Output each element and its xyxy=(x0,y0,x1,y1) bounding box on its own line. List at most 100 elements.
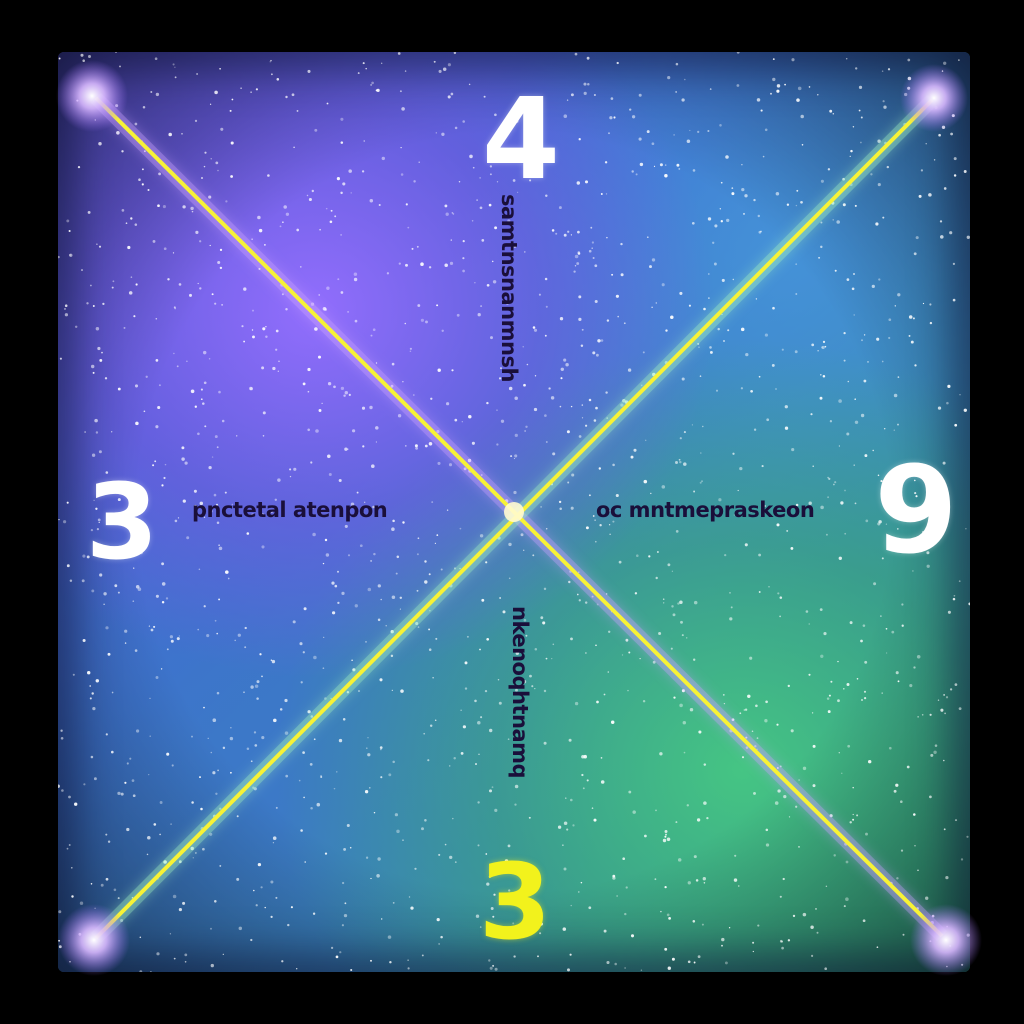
star-dot xyxy=(397,414,402,418)
star-dot xyxy=(380,776,383,779)
star-dot xyxy=(303,607,307,611)
star-dot xyxy=(953,157,957,161)
star-dot xyxy=(539,932,542,935)
star-dot xyxy=(414,867,417,870)
star-dot xyxy=(855,67,858,70)
star-dot xyxy=(270,659,273,662)
star-dot xyxy=(133,315,136,318)
star-dot xyxy=(802,766,807,771)
star-dot xyxy=(137,587,142,591)
star-dot xyxy=(451,369,454,372)
star-dot xyxy=(673,134,675,136)
star-dot xyxy=(586,56,590,60)
star-dot xyxy=(64,307,66,310)
star-dot xyxy=(946,401,949,405)
star-dot xyxy=(60,736,64,740)
star-dot xyxy=(320,775,323,779)
star-dot xyxy=(718,498,722,502)
star-dot xyxy=(347,554,351,557)
star-dot xyxy=(464,661,468,665)
star-dot xyxy=(544,334,547,337)
star-dot xyxy=(592,515,595,517)
star-dot xyxy=(428,573,431,576)
star-dot xyxy=(741,756,745,759)
star-dot xyxy=(203,165,206,168)
star-dot xyxy=(370,559,373,562)
star-dot xyxy=(424,444,428,448)
star-dot xyxy=(86,302,89,305)
star-dot xyxy=(402,839,404,841)
star-dot xyxy=(58,784,60,788)
star-dot xyxy=(800,114,804,119)
star-dot xyxy=(218,598,221,601)
star-dot xyxy=(308,504,311,508)
star-dot xyxy=(203,516,206,518)
star-dot xyxy=(658,632,662,635)
star-dot xyxy=(300,829,303,832)
star-dot xyxy=(920,169,924,172)
star-dot xyxy=(313,655,317,660)
star-dot xyxy=(843,905,846,908)
star-dot xyxy=(475,914,480,918)
star-dot xyxy=(678,167,681,170)
star-dot xyxy=(584,180,589,184)
star-dot xyxy=(186,536,190,540)
star-dot xyxy=(702,425,704,428)
star-dot xyxy=(679,460,682,464)
star-dot xyxy=(379,678,383,682)
star-dot xyxy=(405,203,408,206)
star-dot xyxy=(687,960,691,964)
star-dot xyxy=(885,523,888,525)
star-dot xyxy=(285,774,289,778)
star-dot xyxy=(539,922,543,926)
star-dot xyxy=(336,177,340,181)
star-dot xyxy=(66,564,70,568)
star-dot xyxy=(204,151,207,154)
star-dot xyxy=(97,518,101,522)
star-dot xyxy=(680,620,683,624)
star-dot xyxy=(413,180,416,183)
star-dot xyxy=(600,339,604,342)
star-dot xyxy=(210,751,213,754)
star-dot xyxy=(692,920,696,923)
star-dot xyxy=(729,592,731,594)
star-dot xyxy=(620,273,624,277)
star-dot xyxy=(139,551,143,555)
star-dot xyxy=(325,553,330,557)
star-dot xyxy=(105,626,109,630)
star-dot xyxy=(134,649,138,652)
star-dot xyxy=(411,247,414,250)
star-dot xyxy=(800,200,803,204)
star-dot xyxy=(737,489,739,492)
star-dot xyxy=(843,331,846,335)
star-dot xyxy=(143,508,145,511)
star-dot xyxy=(966,235,970,239)
star-dot xyxy=(730,606,733,609)
star-dot xyxy=(361,406,366,410)
star-dot xyxy=(588,906,592,910)
star-dot xyxy=(261,366,265,370)
star-dot xyxy=(828,477,831,480)
star-dot xyxy=(250,685,254,689)
star-dot xyxy=(462,240,465,243)
star-dot xyxy=(485,561,488,564)
star-dot xyxy=(446,509,449,511)
star-dot xyxy=(883,427,886,430)
star-dot xyxy=(603,693,606,696)
star-dot xyxy=(84,431,86,433)
star-dot xyxy=(588,249,592,253)
star-dot xyxy=(755,298,758,300)
star-dot xyxy=(512,179,516,182)
star-dot xyxy=(826,697,830,700)
star-dot xyxy=(923,533,926,537)
star-dot xyxy=(184,960,187,963)
star-dot xyxy=(340,386,345,391)
star-dot xyxy=(867,361,869,363)
star-dot xyxy=(314,128,318,132)
star-dot xyxy=(105,733,108,736)
star-dot xyxy=(791,58,795,62)
star-dot xyxy=(490,336,493,340)
star-dot xyxy=(488,875,492,878)
star-dot xyxy=(891,630,895,634)
star-dot xyxy=(514,454,518,458)
